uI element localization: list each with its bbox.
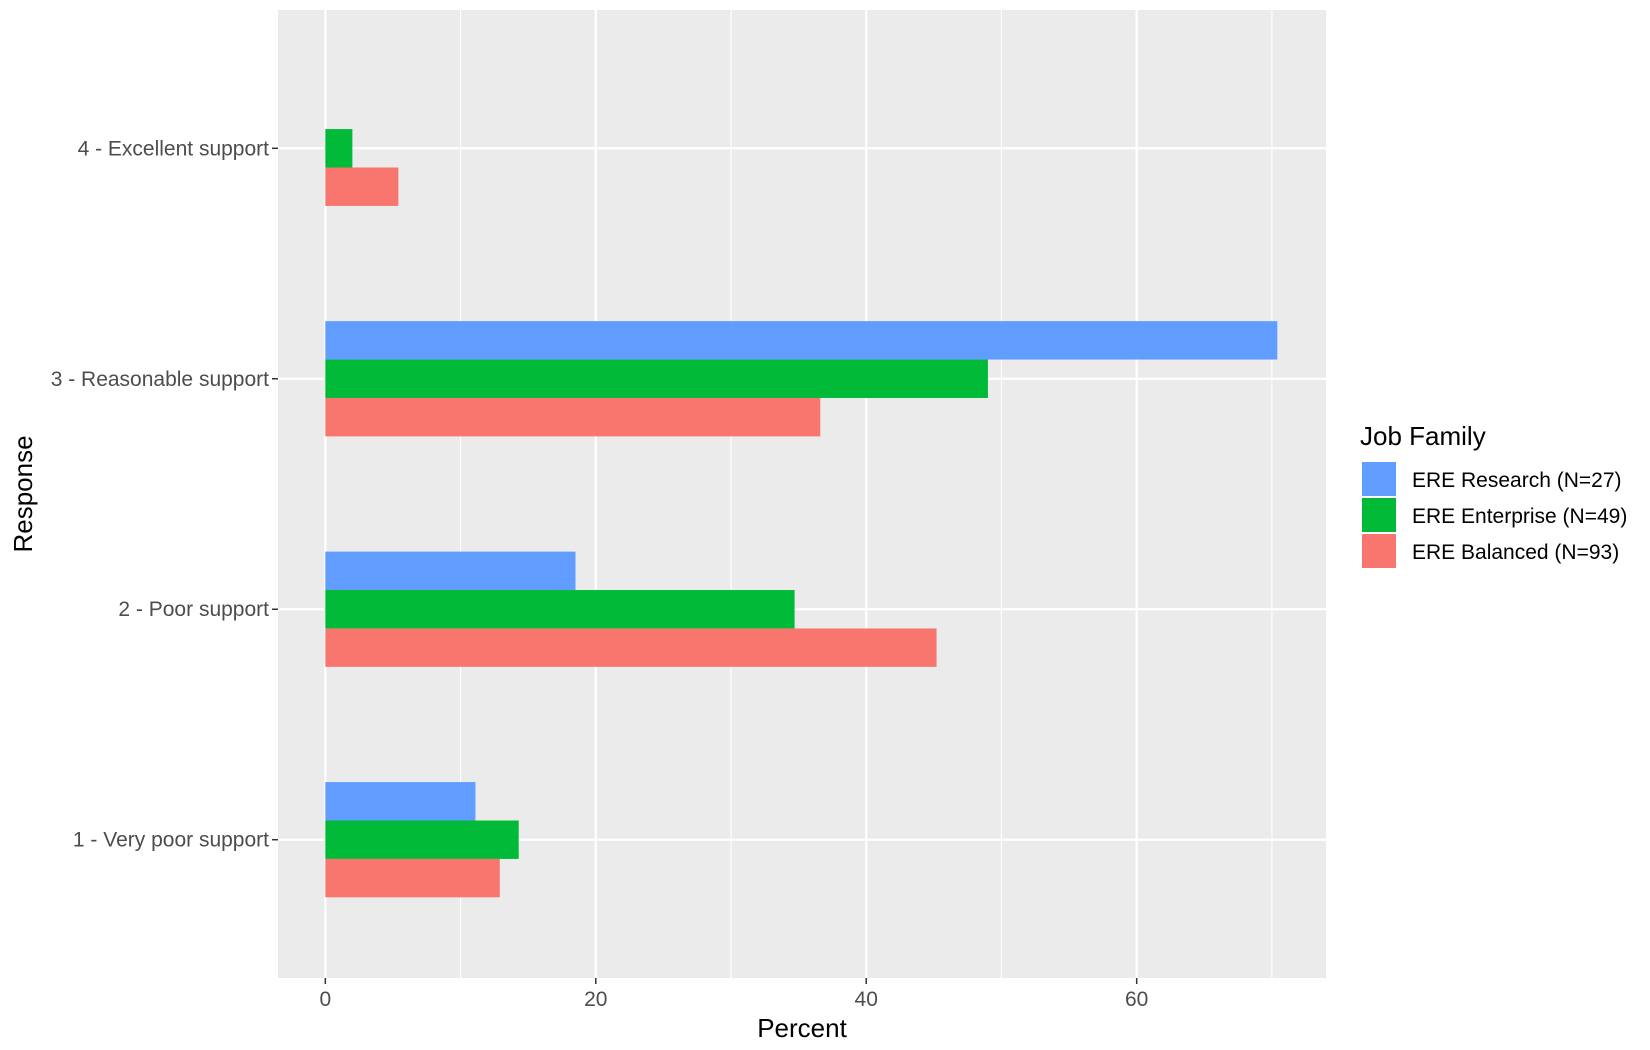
x-axis-title: Percent (757, 1013, 847, 1043)
y-tick-label: 1 - Very poor support (73, 829, 269, 852)
bar (325, 590, 795, 629)
legend-label: ERE Enterprise (N=49) (1412, 505, 1627, 528)
x-tick-label: 40 (855, 988, 878, 1011)
bar (325, 129, 353, 168)
x-axis: 0 20 40 60 (319, 978, 1148, 1011)
legend-key (1362, 462, 1396, 496)
bar (325, 167, 399, 206)
legend-key (1362, 534, 1396, 568)
bar (325, 321, 1278, 360)
bar (325, 628, 937, 667)
x-tick-label: 20 (584, 988, 607, 1011)
legend-key (1362, 498, 1396, 532)
legend-label: ERE Balanced (N=93) (1412, 541, 1619, 564)
legend-title: Job Family (1360, 421, 1486, 451)
y-tick-label: 3 - Reasonable support (51, 368, 269, 391)
y-tick-label: 4 - Excellent support (78, 137, 270, 160)
y-tick-label: 2 - Poor support (118, 598, 269, 621)
legend: Job Family ERE Research (N=27) ERE Enterp… (1360, 421, 1627, 568)
x-tick-label: 0 (319, 988, 331, 1011)
bar (325, 397, 821, 437)
x-tick-label: 60 (1125, 988, 1148, 1011)
bars (325, 129, 1278, 898)
bar (325, 551, 576, 591)
y-axis-title: Response (8, 435, 38, 552)
y-axis: 1 - Very poor support 2 - Poor support 3 -… (51, 137, 278, 852)
bar (325, 820, 519, 859)
bar (325, 359, 988, 398)
legend-label: ERE Research (N=27) (1412, 469, 1622, 492)
bar (325, 858, 500, 898)
bar (325, 782, 476, 821)
